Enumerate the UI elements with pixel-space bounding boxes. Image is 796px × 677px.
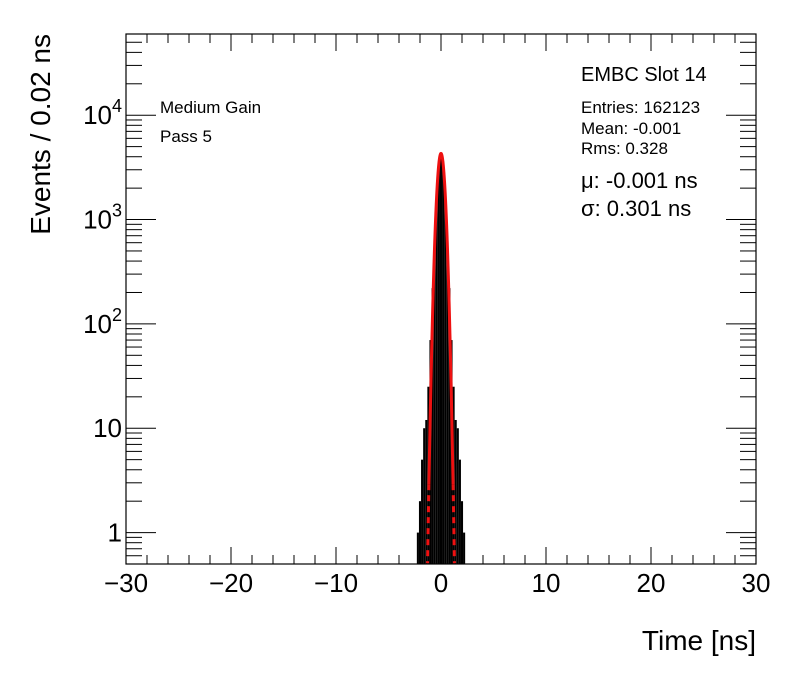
fit-curve-dashed-left	[426, 484, 431, 564]
histogram-bar	[435, 192, 438, 564]
histogram-bar	[444, 192, 447, 564]
stat-mean: Mean: -0.001	[581, 119, 681, 138]
y-tick-label: 1	[108, 518, 122, 548]
x-tick-label: 30	[742, 568, 771, 598]
stat-entries: Entries: 162123	[581, 98, 700, 117]
histogram-bar	[446, 235, 449, 564]
tick-layer	[125, 33, 757, 565]
gain-label: Medium Gain	[160, 98, 261, 117]
histogram-bar	[437, 161, 440, 564]
chart-title: EMBC Slot 14	[581, 64, 707, 86]
histogram-bar	[454, 419, 457, 564]
y-tick-label: 103	[83, 201, 122, 235]
x-tick-label: −20	[209, 568, 253, 598]
pass-label: Pass 5	[160, 127, 212, 146]
histogram-bar	[448, 288, 451, 564]
y-tick-label: 102	[83, 305, 122, 339]
fit-sigma-label: σ: 0.301 ns	[581, 196, 691, 221]
histogram-bar	[460, 501, 464, 564]
histogram-bar	[425, 419, 428, 564]
x-axis-title: Time [ns]	[642, 625, 756, 656]
fit-layer	[426, 151, 456, 564]
histogram-bar	[433, 235, 436, 564]
histogram-bar	[418, 501, 422, 564]
y-tick-label: 10	[93, 413, 122, 443]
x-tick-label: −10	[314, 568, 358, 598]
histogram-bar	[458, 459, 461, 564]
histogram-bar	[423, 428, 426, 564]
fit-mu-label: μ: -0.001 ns	[581, 168, 698, 193]
fit-curve-solid	[427, 151, 455, 485]
x-tick-label: 20	[637, 568, 666, 598]
x-tick-label: 0	[434, 568, 448, 598]
fit-curve-dashed-right	[451, 484, 456, 564]
x-tick-label: 10	[532, 568, 561, 598]
histogram-bar	[431, 288, 434, 564]
tick-label-layer: −30 −20 −10 0 10 20 30 1 10 102 103 104	[83, 96, 770, 598]
histogram-bar	[456, 428, 459, 564]
histogram-bar	[442, 161, 445, 564]
histogram-bar	[416, 532, 419, 564]
y-axis-title: Events / 0.02 ns	[25, 34, 56, 235]
x-tick-label: −30	[104, 568, 148, 598]
histogram-bar	[421, 459, 424, 564]
histogram-bar	[463, 532, 466, 564]
stat-rms: Rms: 0.328	[581, 139, 668, 158]
histogram-bar	[439, 153, 443, 564]
y-tick-label: 104	[83, 96, 122, 130]
